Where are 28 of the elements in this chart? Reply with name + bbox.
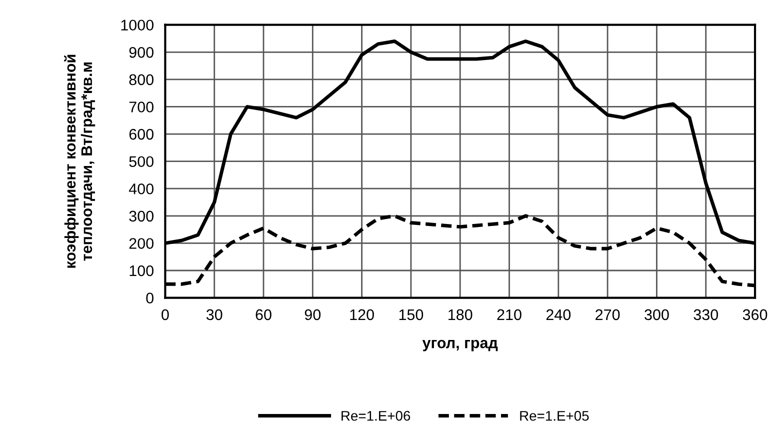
x-tick-label: 0: [162, 309, 169, 320]
y-tick-label: 600: [129, 128, 154, 140]
y-tick-label: 500: [129, 156, 154, 168]
y-axis-title: коэффициент конвективной теплоотдачи, Вт/град*кв.м: [64, 54, 96, 268]
legend-label: Re=1.E+05: [520, 410, 589, 421]
y-tick-label: 1000: [121, 20, 154, 31]
y-tick-label: 200: [129, 238, 154, 249]
legend-label: Re=1.E+06: [342, 410, 410, 421]
x-tick-label: 120: [350, 309, 374, 320]
y-tick-label: 900: [129, 47, 154, 58]
x-tick-label: 270: [596, 309, 620, 320]
x-tick-label: 30: [206, 309, 222, 320]
y-tick-label: 400: [128, 183, 154, 194]
y-tick-label: 100: [130, 265, 154, 276]
x-tick-label: 150: [399, 309, 424, 320]
y-tick-label: 300: [129, 210, 154, 222]
x-tick-label: 90: [304, 309, 321, 320]
x-tick-label: 300: [644, 309, 669, 320]
y-tick-label: 800: [129, 74, 154, 86]
y-tick-label: 0: [146, 292, 154, 304]
x-axis-title: угол, град: [422, 340, 498, 352]
y-tick-label: 700: [129, 102, 154, 112]
x-tick-label: 60: [256, 309, 272, 320]
x-tick-label: 360: [742, 309, 768, 320]
x-tick-label: 210: [497, 309, 522, 320]
x-tick-label: 330: [694, 309, 718, 320]
x-tick-label: 180: [448, 309, 472, 320]
x-tick-label: 240: [546, 309, 571, 320]
